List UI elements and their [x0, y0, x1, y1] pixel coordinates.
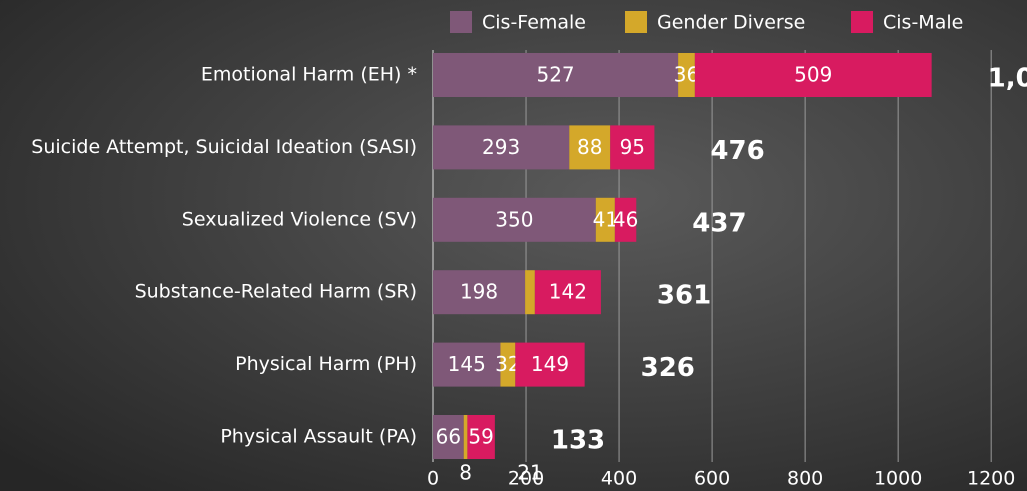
bar-segment — [467, 415, 495, 459]
bar-segment — [614, 197, 637, 242]
total-label: 437 — [692, 208, 746, 238]
data-label: 95 — [620, 135, 645, 159]
total-label: 476 — [710, 136, 764, 166]
data-label: 8 — [459, 461, 472, 485]
x-tick-label: 0 — [427, 468, 439, 490]
total-label: 133 — [551, 426, 605, 456]
data-label: 88 — [577, 135, 602, 159]
y-tick-label: Suicide Attempt, Suicidal Ideation (SASI… — [31, 136, 417, 158]
x-tick-label: 400 — [601, 468, 637, 490]
bar-segment — [515, 342, 585, 387]
total-label: 326 — [641, 353, 695, 383]
data-label: 142 — [549, 280, 587, 304]
legend-swatch — [851, 11, 873, 33]
x-tick-label: 800 — [787, 468, 823, 490]
legend-label: Gender Diverse — [657, 12, 805, 34]
x-tick-label: 600 — [694, 468, 730, 490]
data-label: 21 — [517, 461, 542, 485]
data-label: 41 — [593, 207, 618, 231]
legend-swatch — [625, 11, 647, 33]
bar-segment — [694, 53, 932, 97]
data-label: 293 — [482, 135, 520, 159]
x-tick-label: 200 — [508, 468, 544, 490]
y-tick-label: Substance-Related Harm (SR) — [135, 281, 417, 303]
bar-segment — [433, 125, 570, 170]
bar-segment — [433, 53, 679, 97]
y-tick-label: Sexualized Violence (SV) — [182, 208, 417, 230]
legend-label: Cis-Female — [482, 12, 586, 34]
bar-segment — [463, 415, 468, 459]
y-tick-label: Emotional Harm (EH) * — [201, 64, 417, 86]
data-label: 527 — [536, 63, 574, 87]
bar-segment — [433, 270, 526, 315]
bar-segment — [525, 270, 535, 315]
data-label: 59 — [468, 425, 493, 449]
bar-segment — [569, 125, 611, 170]
bar-segment — [595, 197, 615, 242]
data-label: 46 — [613, 207, 638, 231]
bar-segment — [534, 270, 601, 315]
bar-segment — [433, 342, 501, 387]
data-label: 350 — [495, 207, 533, 231]
data-label: 509 — [794, 63, 832, 87]
y-tick-label: Physical Harm (PH) — [235, 353, 417, 375]
y-tick-label: Physical Assault (PA) — [220, 426, 417, 448]
x-tick-label: 1200 — [967, 468, 1015, 490]
legend-swatch — [450, 11, 472, 33]
legend-label: Cis-Male — [883, 12, 963, 34]
x-tick-label: 1000 — [874, 468, 922, 490]
bar-segment — [610, 125, 655, 170]
total-label: 361 — [657, 281, 711, 311]
data-label: 145 — [448, 352, 486, 376]
bar-segment — [500, 342, 516, 387]
total-label: 1,072 — [988, 64, 1027, 94]
bar-segment — [678, 53, 695, 97]
data-label: 66 — [436, 425, 461, 449]
bar-segment — [433, 415, 464, 459]
data-label: 198 — [460, 280, 498, 304]
data-label: 149 — [531, 352, 569, 376]
bar-segment — [433, 197, 596, 242]
